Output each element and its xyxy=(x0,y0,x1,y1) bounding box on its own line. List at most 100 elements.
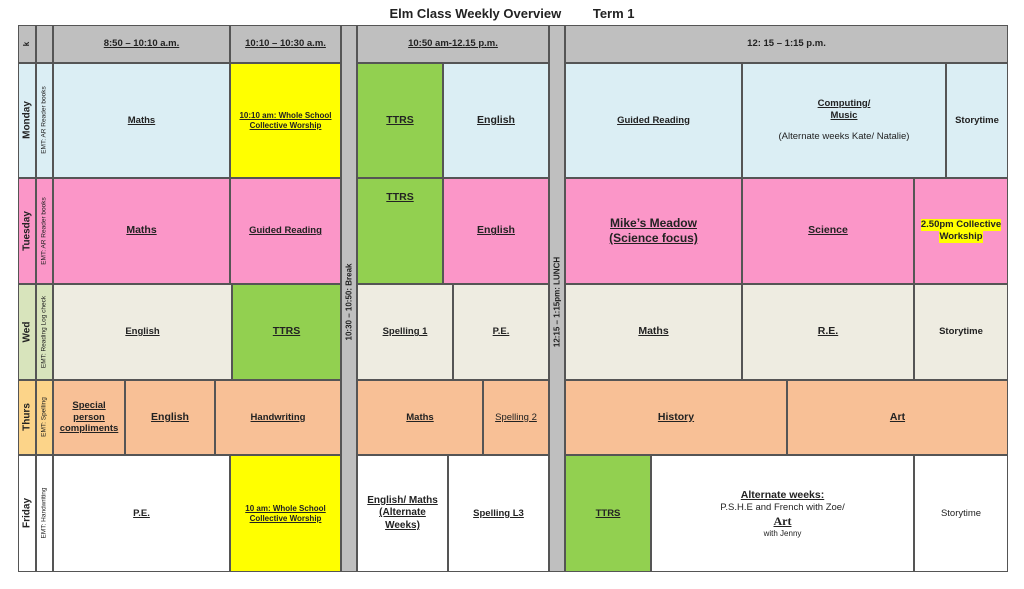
emt-wednesday-label: EMT: Reading Log check xyxy=(40,295,48,369)
header-corner: k xyxy=(18,25,36,63)
emt-friday xyxy=(36,455,53,572)
cell-text: compliments xyxy=(59,423,119,435)
thursday-art: Art xyxy=(787,380,1008,455)
cell-text: with Jenny xyxy=(763,528,802,538)
cell-text: Music xyxy=(830,109,858,121)
header-col-3: 10:50 am-12.15 p.m. xyxy=(357,25,549,63)
monday-ttrs: TTRS xyxy=(357,63,443,178)
emt-friday-label: EMT: Handwriting xyxy=(40,487,48,539)
thursday-special-person: Special person compliments xyxy=(53,380,125,455)
cell-text: Spelling 2 xyxy=(495,411,537,423)
cell-text: Weeks) xyxy=(385,519,420,531)
cell-text: P.E. xyxy=(133,507,150,519)
thursday-history: History xyxy=(565,380,787,455)
emt-tuesday xyxy=(36,178,53,284)
cell-text: (Science focus) xyxy=(609,231,698,245)
tuesday-english: English xyxy=(443,178,549,284)
cell-text: Storytime xyxy=(939,326,983,338)
emt-tuesday-label: EMT: AR Reader books xyxy=(40,197,48,265)
monday-guided-reading: Guided Reading xyxy=(565,63,742,178)
cell-text: Computing/ xyxy=(817,97,871,109)
emt-wednesday xyxy=(36,284,53,380)
cell-text: Storytime xyxy=(955,114,999,126)
cell-text: Art xyxy=(773,513,792,528)
header-col-1: 8:50 – 10:10 a.m. xyxy=(53,25,230,63)
cell-text: TTRS xyxy=(595,507,621,519)
emt-thursday xyxy=(36,380,53,455)
day-monday xyxy=(18,63,36,178)
wednesday-english: English xyxy=(53,284,232,380)
thursday-maths: Maths xyxy=(357,380,483,455)
cell-text: English/ Maths xyxy=(367,494,438,506)
tuesday-guided-reading: Guided Reading xyxy=(230,178,341,284)
cell-text: English xyxy=(477,113,515,126)
tuesday-maths: Maths xyxy=(53,178,230,284)
friday-worship: 10 am: Whole School Collective Worship xyxy=(230,455,341,572)
header-col-3-label: 10:50 am-12.15 p.m. xyxy=(408,38,498,50)
cell-text: Storytime xyxy=(940,507,982,519)
day-friday-label: Friday xyxy=(21,497,33,529)
cell-text: Special xyxy=(72,399,106,411)
cell-text: Maths xyxy=(127,114,156,126)
cell-text: TTRS xyxy=(386,191,414,203)
cell-text: Guided Reading xyxy=(617,114,690,126)
friday-ttrs: TTRS xyxy=(565,455,651,572)
wednesday-ttrs: TTRS xyxy=(232,284,341,380)
cell-text: P.E. xyxy=(492,326,510,338)
page-title: Elm Class Weekly Overview Term 1 xyxy=(0,6,1024,21)
friday-pe: P.E. xyxy=(53,455,230,572)
title-text: Elm Class Weekly Overview xyxy=(389,6,562,21)
wednesday-maths: Maths xyxy=(565,284,742,380)
cell-text: 10:10 am: Whole School Collective Worshi… xyxy=(239,110,332,130)
day-wednesday xyxy=(18,284,36,380)
thursday-english: English xyxy=(125,380,215,455)
cell-text: 10 am: Whole School Collective Worship xyxy=(245,503,326,523)
emt-monday-label: EMT: AR Reader books xyxy=(40,86,48,154)
tuesday-mikes-meadow: Mike’s Meadow (Science focus) xyxy=(565,178,742,284)
emt-thursday-label: EMT: Spelling xyxy=(40,397,48,437)
friday-alternate-weeks: Alternate weeks: P.S.H.E and French with… xyxy=(651,455,914,572)
header-col-2-label: 10:10 – 10:30 a.m. xyxy=(245,38,326,50)
monday-worship: 10:10 am: Whole School Collective Worshi… xyxy=(230,63,341,178)
thursday-handwriting: Handwriting xyxy=(215,380,341,455)
wednesday-pe: P.E. xyxy=(453,284,549,380)
lunch-label: 12:15 – 1:15pm: LUNCH xyxy=(552,256,562,348)
cell-text: English xyxy=(125,326,160,338)
break-column xyxy=(341,25,357,572)
monday-maths: Maths xyxy=(53,63,230,178)
monday-computing: Computing/ Music (Alternate weeks Kate/ … xyxy=(742,63,946,178)
monday-english: English xyxy=(443,63,549,178)
header-corner-2 xyxy=(36,25,53,63)
term-text: Term 1 xyxy=(592,6,635,21)
header-col-2: 10:10 – 10:30 a.m. xyxy=(230,25,341,63)
header-col-4: 12: 15 – 1:15 p.m. xyxy=(565,25,1008,63)
cell-text: Alternate weeks: xyxy=(740,488,825,501)
break-label: 10:30 – 10:50: Break xyxy=(344,263,354,341)
cell-text: 2.50pm Collective xyxy=(920,219,1002,231)
header-col-1-label: 8:50 – 10:10 a.m. xyxy=(103,38,180,50)
cell-text: Maths xyxy=(638,325,669,338)
cell-text: Spelling 1 xyxy=(382,326,428,338)
cell-text: person xyxy=(73,411,105,423)
header-col-4-label: 12: 15 – 1:15 p.m. xyxy=(747,38,826,50)
cell-text: Spelling L3 xyxy=(473,507,524,519)
cell-text: Art xyxy=(889,410,906,423)
tuesday-ttrs: TTRS xyxy=(357,178,443,284)
emt-monday xyxy=(36,63,53,178)
day-thursday xyxy=(18,380,36,455)
cell-text: Maths xyxy=(406,411,434,423)
day-monday-label: Monday xyxy=(21,101,33,139)
friday-spelling: Spelling L3 xyxy=(448,455,549,572)
cell-text: Workship xyxy=(939,231,983,243)
tuesday-collective-worship: 2.50pm Collective Workship xyxy=(914,178,1008,284)
day-tuesday xyxy=(18,178,36,284)
cell-text: P.S.H.E and French with Zoe/ xyxy=(720,501,845,513)
day-tuesday-label: Tuesday xyxy=(21,211,33,251)
day-wednesday-label: Wed xyxy=(21,321,33,343)
wednesday-re: R.E. xyxy=(742,284,914,380)
friday-english-maths: English/ Maths (Alternate Weeks) xyxy=(357,455,448,572)
cell-text: TTRS xyxy=(386,113,414,126)
thursday-spelling: Spelling 2 xyxy=(483,380,549,455)
cell-text: R.E. xyxy=(817,325,839,338)
cell-text: English xyxy=(477,224,515,237)
